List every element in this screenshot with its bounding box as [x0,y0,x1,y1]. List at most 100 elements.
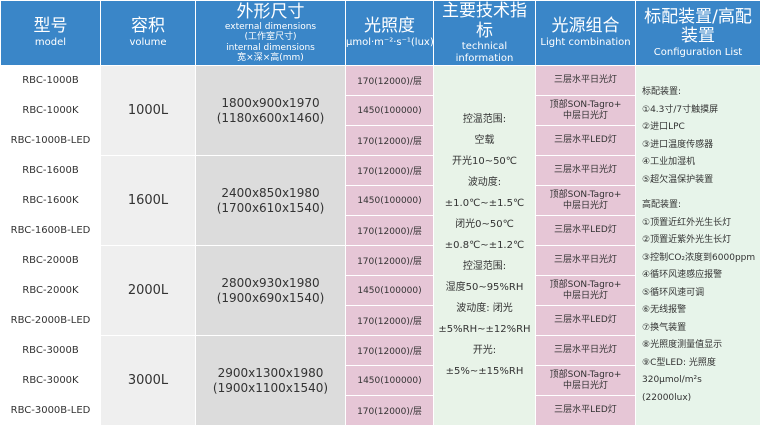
model-cell: RBC-2000B [0,245,101,276]
header-text: technical information [455,41,514,64]
dimensions-cell: 2800x930x1980 (1900x690x1540) [195,245,346,336]
header-cell: 标配装置/高配装置 Configuration List [635,0,760,66]
header-text: 宽×深×高(mm) [237,53,304,64]
config-text: ⑥无线报警 [642,305,687,315]
tech-text: ±5%~±15%RH [445,366,524,377]
config-text: ②顶置近紫外光生长灯 [642,235,732,245]
light-cell: 1450(100000) [345,275,434,306]
tech-text: 开光: [472,345,497,356]
light-cell: 170(12000)/层 [345,215,434,246]
model-cell: RBC-1600B-LED [0,215,101,246]
volume-cell: 1600L [100,155,196,246]
config-text: 高配装置: [642,200,682,210]
config-text: ④工业加湿机 [642,157,696,167]
volume-cell: 1000L [100,65,196,156]
combination-cell: 顶部SON-Tagro+ 中层日光灯 [535,185,636,216]
model-cell: RBC-3000B [0,335,101,366]
dimension-text: (1900x690x1540) [216,290,325,305]
model-cell: RBC-1000B [0,65,101,96]
combination-text: 三层水平日光灯 [553,345,617,356]
combination-cell: 顶部SON-Tagro+ 中层日光灯 [535,275,636,306]
table-row: RBC-2000K 1450(100000) 顶部SON-Tagro+ 中层日光灯 [0,275,760,306]
light-cell: 1450(100000) [345,95,434,126]
header-cell: 容积 volume [100,0,196,66]
combination-text: 三层水平日光灯 [553,255,617,266]
model-cell: RBC-3000K [0,365,101,396]
combination-cell: 三层水平LED灯 [535,215,636,246]
model-cell: RBC-1600B [0,155,101,186]
table-row: RBC-1600K 1450(100000) 顶部SON-Tagro+ 中层日光灯 [0,185,760,216]
light-cell: 170(12000)/层 [345,125,434,156]
header-text: 外形尺寸 [236,1,305,22]
dimension-text: (1900x1100x1540) [212,380,329,395]
combination-cell: 顶部SON-Tagro+ 中层日光灯 [535,95,636,126]
combination-text: 三层水平日光灯 [553,75,617,86]
table-row: RBC-3000B 3000L 2900x1300x1980 (1900x1100x1… [0,335,760,426]
header-text: 标配装置/高配装置 [644,6,752,47]
config-text: (22000lux) [642,392,692,403]
combination-cell: 三层水平日光灯 [535,65,636,96]
combination-text: 中层日光灯 [562,200,608,211]
tech-text: ±5%RH~±12%RH [438,324,531,335]
header-cell: 主要技术指标 technical information [433,0,536,66]
tech-text: 控温范围: [462,114,507,125]
config-text: 标配装置: [642,87,682,97]
combination-text: 顶部SON-Tagro+ [549,189,622,200]
config-text: ③控制CO₂浓度到6000ppm [642,252,756,263]
volume-cell: 2000L [100,245,196,336]
table-body: RBC-1000B 1000L 1800x900x1970 (1180x600x146… [0,65,760,426]
table-row: RBC-3000K 1450(100000) 顶部SON-Tagro+ 中层日光灯 [0,365,760,396]
table-row: RBC-1000K 1450(100000) 顶部SON-Tagro+ 中层日光灯 [0,95,760,126]
config-text: ⑦换气装置 [642,322,687,333]
combination-cell: 顶部SON-Tagro+ 中层日光灯 [535,365,636,396]
dimension-text: 2400x850x1980 [221,186,320,201]
combination-cell: 三层水平日光灯 [535,245,636,276]
config-text: ⑨C型LED: 光照度 [642,357,716,368]
combination-cell: 三层水平日光灯 [535,155,636,186]
header-text: model [34,37,67,49]
dimension-text: 1800x900x1970 [221,96,320,111]
tech-text: 波动度: [467,177,502,188]
model-cell: RBC-1000B-LED [0,125,101,156]
header-text: internal dimensions [226,42,315,53]
header-cell: 型号 model [0,0,101,66]
light-cell: 170(12000)/层 [345,395,434,426]
header-text: (工作室尺寸) [244,32,297,43]
model-cell: RBC-1600K [0,185,101,216]
model-cell: RBC-2000K [0,275,101,306]
dimension-text: 2800x930x1980 [221,276,320,291]
config-text: ⑤超欠温保护装置 [642,174,714,185]
config-text: ①顶置近红外光生长灯 [642,217,732,228]
config-text: ①4.3寸/7寸触摸屏 [642,104,719,115]
light-cell: 170(12000)/层 [345,305,434,336]
combination-cell: 三层水平LED灯 [535,305,636,336]
combination-text: 中层日光灯 [562,110,608,121]
combination-cell: 三层水平LED灯 [535,395,636,426]
combination-text: 顶部SON-Tagro+ [549,369,622,380]
tech-text: 空载 [474,135,495,146]
table-row: RBC-1600B 1600L 2400x850x1980 (1700x610x154… [0,155,760,246]
header-text: volume [129,37,167,49]
model-cell: RBC-1000K [0,95,101,126]
header-row: 型号 model 容积 volume 外形尺寸 external dimensions (工… [0,0,760,66]
tech-text: 控湿范围: [462,261,507,272]
model-cell: RBC-3000B-LED [0,395,101,426]
combination-cell: 三层水平LED灯 [535,125,636,156]
table-row: RBC-1000B 1000L 1800x900x1970 (1180x600x146… [0,65,760,426]
light-cell: 170(12000)/层 [345,245,434,276]
tech-cell: 控温范围: 空载 开光10~50℃ 波动度: ±1.0℃~±1.5℃ 闭光0~50℃ ±0.… [433,65,536,426]
header-cell: 外形尺寸 external dimensions (工作室尺寸) internal d… [195,0,346,66]
combination-text: 中层日光灯 [562,380,608,391]
combination-text: 三层水平LED灯 [554,135,617,146]
model-cell: RBC-2000B-LED [0,305,101,336]
header-text: Light combination [540,37,631,49]
tech-text: 湿度50~95%RH [445,282,524,293]
light-cell: 170(12000)/层 [345,335,434,366]
header-text: 光照度 [364,16,415,37]
dimensions-cell: 2400x850x1980 (1700x610x1540) [195,155,346,246]
config-text: ④循环风速感应报警 [642,270,723,280]
combination-text: 三层水平LED灯 [554,405,617,416]
dimensions-cell: 1800x900x1970 (1180x600x1460) [195,65,346,156]
volume-cell: 3000L [100,335,196,426]
